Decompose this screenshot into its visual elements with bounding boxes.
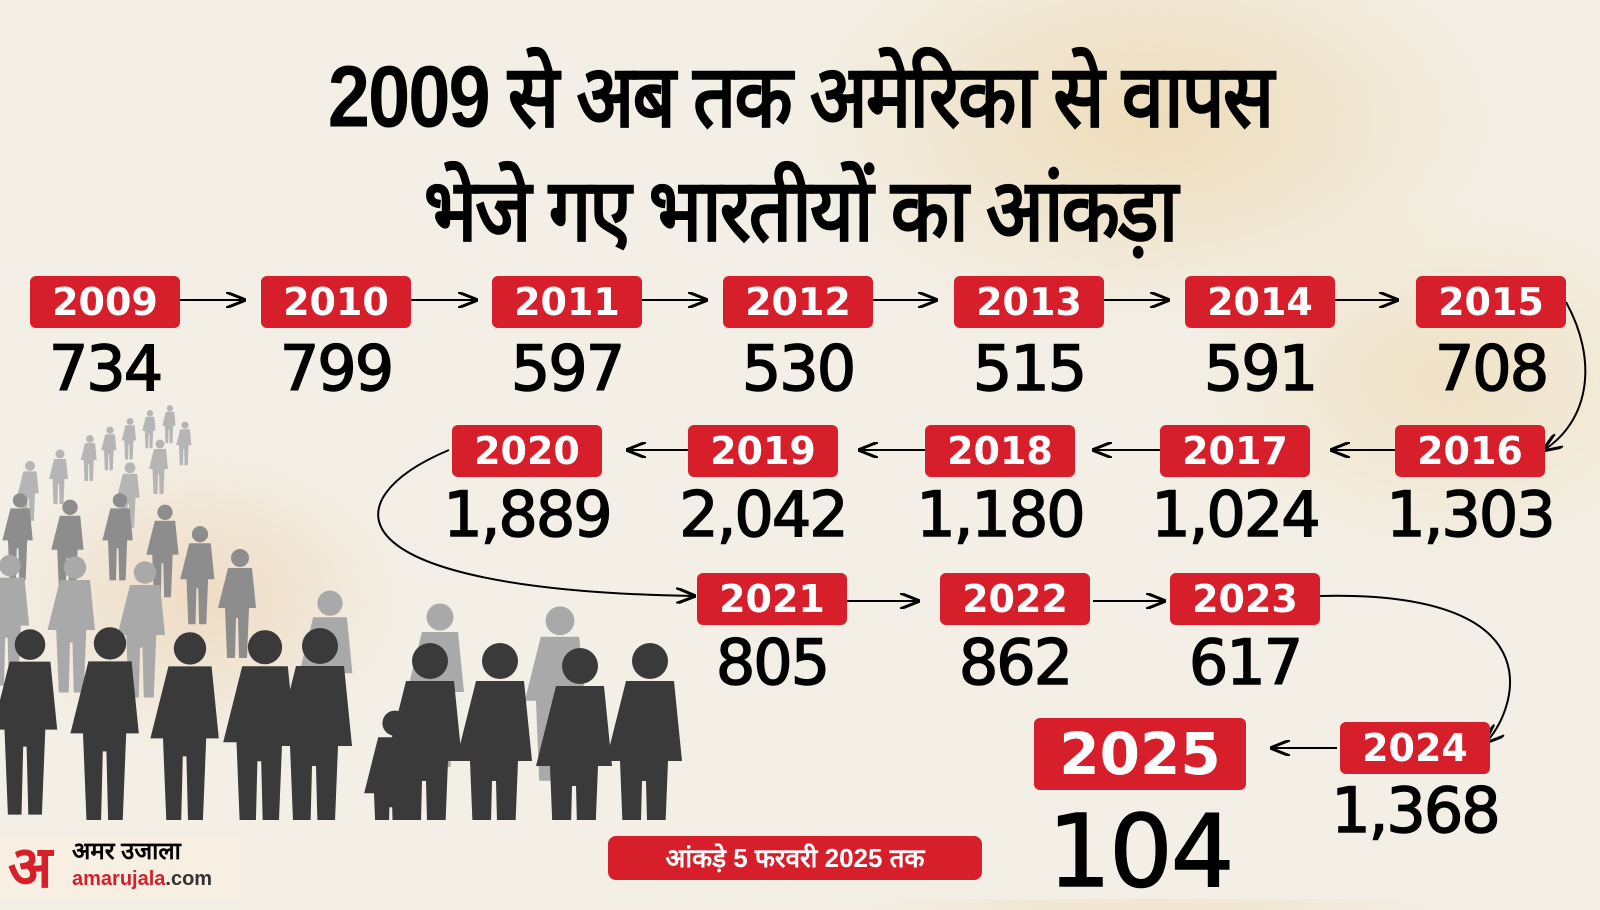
logo-name-hindi: अमर उजाला	[72, 838, 181, 865]
year-label-2009: 2009	[30, 276, 180, 328]
value-2010: 799	[279, 332, 395, 405]
value-2017: 1,024	[1151, 478, 1322, 551]
year-label-2024: 2024	[1340, 722, 1490, 774]
value-2009: 734	[48, 332, 164, 405]
page-title-line-2: भेजे गए भारतीयों का आंकड़ा	[423, 162, 1179, 260]
value-2024: 1,368	[1331, 774, 1502, 847]
value-2011: 597	[510, 332, 626, 405]
year-label-2011: 2011	[492, 276, 642, 328]
logo-url: amarujala.com	[72, 866, 212, 892]
year-label-2012: 2012	[723, 276, 873, 328]
year-label-2015: 2015	[1416, 276, 1566, 328]
page-title-line-1: 2009 से अब तक अमेरिका से वापस	[327, 48, 1274, 146]
value-2022: 862	[958, 626, 1074, 699]
year-label-2016: 2016	[1395, 425, 1545, 477]
amar-ujala-logo-icon: अ	[8, 835, 53, 900]
year-label-2010: 2010	[261, 276, 411, 328]
value-2013: 515	[972, 332, 1088, 405]
logo-url-tld: .com	[165, 868, 213, 890]
value-2021: 805	[715, 626, 831, 699]
year-label-2025-highlight: 2025	[1034, 718, 1246, 790]
year-label-2013: 2013	[954, 276, 1104, 328]
logo-url-domain: amarujala	[72, 868, 166, 890]
value-2012: 530	[741, 332, 857, 405]
year-label-2018: 2018	[925, 425, 1075, 477]
value-2025-highlight: 104	[1047, 793, 1235, 910]
year-label-2019: 2019	[688, 425, 838, 477]
year-label-2014: 2014	[1185, 276, 1335, 328]
data-date-note-badge: आंकड़े 5 फरवरी 2025 तक	[608, 836, 982, 880]
value-2018: 1,180	[916, 478, 1087, 551]
year-label-2023: 2023	[1170, 573, 1320, 625]
logo-background	[0, 838, 240, 899]
year-label-2022: 2022	[940, 573, 1090, 625]
year-label-2017: 2017	[1160, 425, 1310, 477]
value-2023: 617	[1188, 626, 1304, 699]
value-2014: 591	[1203, 332, 1319, 405]
value-2016: 1,303	[1386, 478, 1557, 551]
year-label-2021: 2021	[697, 573, 847, 625]
value-2020: 1,889	[443, 478, 614, 551]
value-2019: 2,042	[679, 478, 850, 551]
year-label-2020: 2020	[452, 425, 602, 477]
value-2015: 708	[1434, 332, 1550, 405]
